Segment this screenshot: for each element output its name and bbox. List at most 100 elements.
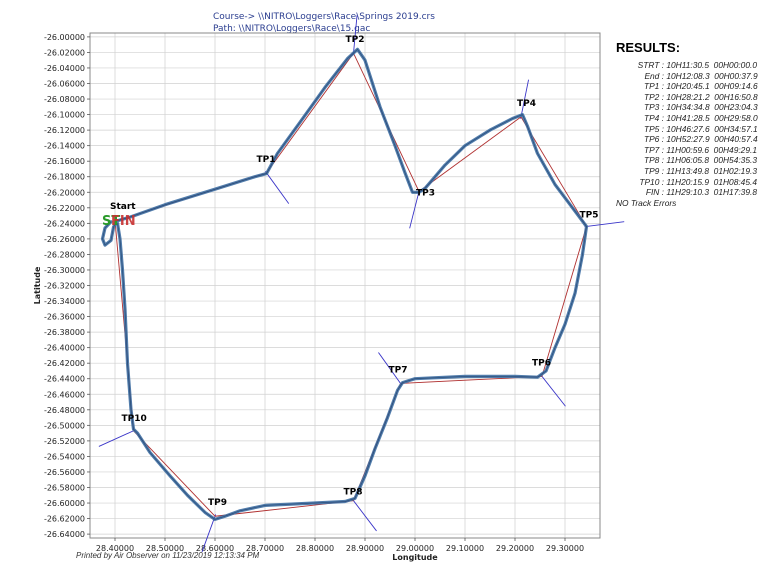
result-row: TP7 : 11H00:59.6 00H49:29.1 bbox=[616, 145, 758, 156]
turnpoint-label: TP7 bbox=[389, 365, 408, 375]
turnpoint-label: Start bbox=[110, 202, 136, 212]
sector-line bbox=[352, 15, 358, 56]
y-tick-label: -26.14000 bbox=[44, 142, 85, 151]
y-tick-label: -26.12000 bbox=[44, 126, 85, 135]
result-label: TP7 : bbox=[643, 144, 664, 155]
result-label: TP1 : bbox=[643, 81, 664, 92]
x-tick-label: 28.70000 bbox=[246, 544, 284, 553]
result-time: 10H28:21.2 bbox=[664, 91, 710, 102]
results-panel: RESULTS: STRT : 10H11:30.5 00H00:00.0 End… bbox=[616, 40, 758, 208]
result-row: TP4 : 10H41:28.5 00H29:58.0 bbox=[616, 113, 758, 124]
y-tick-label: -26.00000 bbox=[44, 33, 85, 42]
result-elapsed: 00H23:04.3 bbox=[709, 102, 758, 113]
turnpoint-label: TP8 bbox=[344, 488, 363, 498]
turnpoint-label: TP5 bbox=[580, 210, 599, 220]
turnpoint-label: TP4 bbox=[517, 99, 536, 109]
y-tick-label: -26.18000 bbox=[44, 173, 85, 182]
y-tick-label: -26.16000 bbox=[44, 157, 85, 166]
result-time: 10H46:27.6 bbox=[664, 123, 710, 134]
y-tick-label: -26.48000 bbox=[44, 406, 85, 415]
result-elapsed: 01H17:39.8 bbox=[709, 187, 757, 198]
result-label: TP3 : bbox=[643, 102, 664, 113]
result-label: End : bbox=[644, 70, 664, 81]
sector-line bbox=[351, 498, 377, 532]
y-tick-label: -26.38000 bbox=[44, 328, 85, 337]
y-tick-label: -26.22000 bbox=[44, 204, 85, 213]
chart-header: Course-> \\NITRO\Loggers\Race\Springs 20… bbox=[213, 11, 435, 35]
start-label: ST bbox=[102, 214, 120, 229]
sector-line bbox=[540, 374, 566, 407]
y-tick-label: -26.50000 bbox=[44, 421, 85, 430]
sector-line bbox=[409, 189, 420, 229]
sector-line bbox=[584, 221, 625, 228]
result-label: STRT : bbox=[637, 60, 664, 70]
y-tick-label: -26.30000 bbox=[44, 266, 85, 275]
result-elapsed: 00H49:29.1 bbox=[709, 144, 757, 155]
track-centerline bbox=[102, 48, 587, 520]
turnpoint-label: TP2 bbox=[346, 35, 365, 45]
course-lines bbox=[114, 52, 587, 517]
result-time: 10H20:45.1 bbox=[664, 81, 710, 92]
finish-label: FIN bbox=[111, 214, 136, 229]
sector-line bbox=[520, 79, 530, 119]
printed-footer: Printed by Air Observer on 11/23/2019 12… bbox=[76, 551, 260, 560]
turnpoint-label: TP10 bbox=[122, 414, 147, 424]
x-tick-label: 29.30000 bbox=[546, 544, 584, 553]
x-tick-label: 29.20000 bbox=[496, 544, 534, 553]
result-label: TP10 : bbox=[639, 176, 664, 187]
x-tick-label: 29.00000 bbox=[396, 544, 434, 553]
result-row: FIN : 11H29:10.3 01H17:39.8 bbox=[616, 187, 758, 198]
y-tick-label: -26.32000 bbox=[44, 282, 85, 291]
x-tick-label: 28.40000 bbox=[96, 544, 134, 553]
result-elapsed: 01H02:19.3 bbox=[709, 165, 757, 176]
y-tick-label: -26.46000 bbox=[44, 390, 85, 399]
y-tick-label: -26.06000 bbox=[44, 80, 85, 89]
results-rows: STRT : 10H11:30.5 00H00:00.0 End : 10H12:… bbox=[616, 60, 758, 198]
course-path-line: Course-> \\NITRO\Loggers\Race\Springs 20… bbox=[213, 12, 435, 22]
y-tick-label: -26.26000 bbox=[44, 235, 85, 244]
turnpoint-labels: Start TP1 TP2 TP3 TP4 TP5 TP6 TP7 TP8 TP9 TP10 STFI… bbox=[102, 35, 599, 508]
turnpoint-label: TP6 bbox=[532, 358, 551, 368]
result-elapsed: 00H34:57.1 bbox=[709, 123, 758, 134]
result-time: 10H41:28.5 bbox=[664, 112, 710, 123]
result-label: TP9 : bbox=[643, 165, 664, 176]
grid bbox=[90, 33, 600, 538]
y-tick-label: -26.10000 bbox=[44, 111, 85, 120]
results-title: RESULTS: bbox=[616, 40, 681, 55]
result-label: TP6 : bbox=[643, 134, 664, 145]
result-time: 11H20:15.9 bbox=[664, 176, 710, 187]
result-row: TP3 : 10H34:34.8 00H23:04.3 bbox=[616, 102, 758, 113]
y-tick-label: -26.58000 bbox=[44, 484, 85, 493]
flight-track bbox=[100, 47, 589, 522]
result-row: TP2 : 10H28:21.2 00H16:50.8 bbox=[616, 92, 758, 103]
turnpoint-label: TP3 bbox=[416, 188, 435, 198]
y-tick-label: -26.28000 bbox=[44, 250, 85, 259]
result-row: TP6 : 10H52:27.9 00H40:57.4 bbox=[616, 134, 758, 145]
result-elapsed: 01H08:45.4 bbox=[709, 176, 757, 187]
sector-line bbox=[378, 352, 402, 386]
result-time: 10H52:27.9 bbox=[664, 134, 710, 145]
y-tick-label: -26.52000 bbox=[44, 437, 85, 446]
turnpoint-sectors bbox=[98, 15, 625, 553]
y-tick-label: -26.24000 bbox=[44, 219, 85, 228]
x-tick-label: 28.90000 bbox=[346, 544, 384, 553]
result-row: End : 10H12:08.3 00H00:37.9 bbox=[616, 70, 757, 82]
y-tick-label: -26.20000 bbox=[44, 188, 85, 197]
result-time: 10H11:30.5 bbox=[664, 60, 710, 70]
result-row: STRT : 10H11:30.5 00H00:00.0 bbox=[616, 60, 758, 71]
x-tick-label: 28.60000 bbox=[196, 544, 234, 553]
result-elapsed: 00H40:57.4 bbox=[709, 134, 758, 145]
y-tick-label: -26.54000 bbox=[44, 452, 85, 461]
y-tick-label: -26.44000 bbox=[44, 375, 85, 384]
y-tick-label: -26.42000 bbox=[44, 359, 85, 368]
course-leg bbox=[541, 226, 587, 377]
y-tick-label: -26.60000 bbox=[44, 499, 85, 508]
course-leg bbox=[266, 52, 354, 174]
result-row: TP10 : 11H20:15.9 01H08:45.4 bbox=[616, 177, 758, 188]
result-time: 11H29:10.3 bbox=[664, 187, 710, 198]
result-time: 10H12:08.3 bbox=[664, 70, 710, 81]
result-time: 11H06:05.8 bbox=[664, 155, 710, 166]
track-errors: NO Track Errors bbox=[616, 197, 677, 208]
result-time: 11H00:59.6 bbox=[664, 144, 710, 155]
